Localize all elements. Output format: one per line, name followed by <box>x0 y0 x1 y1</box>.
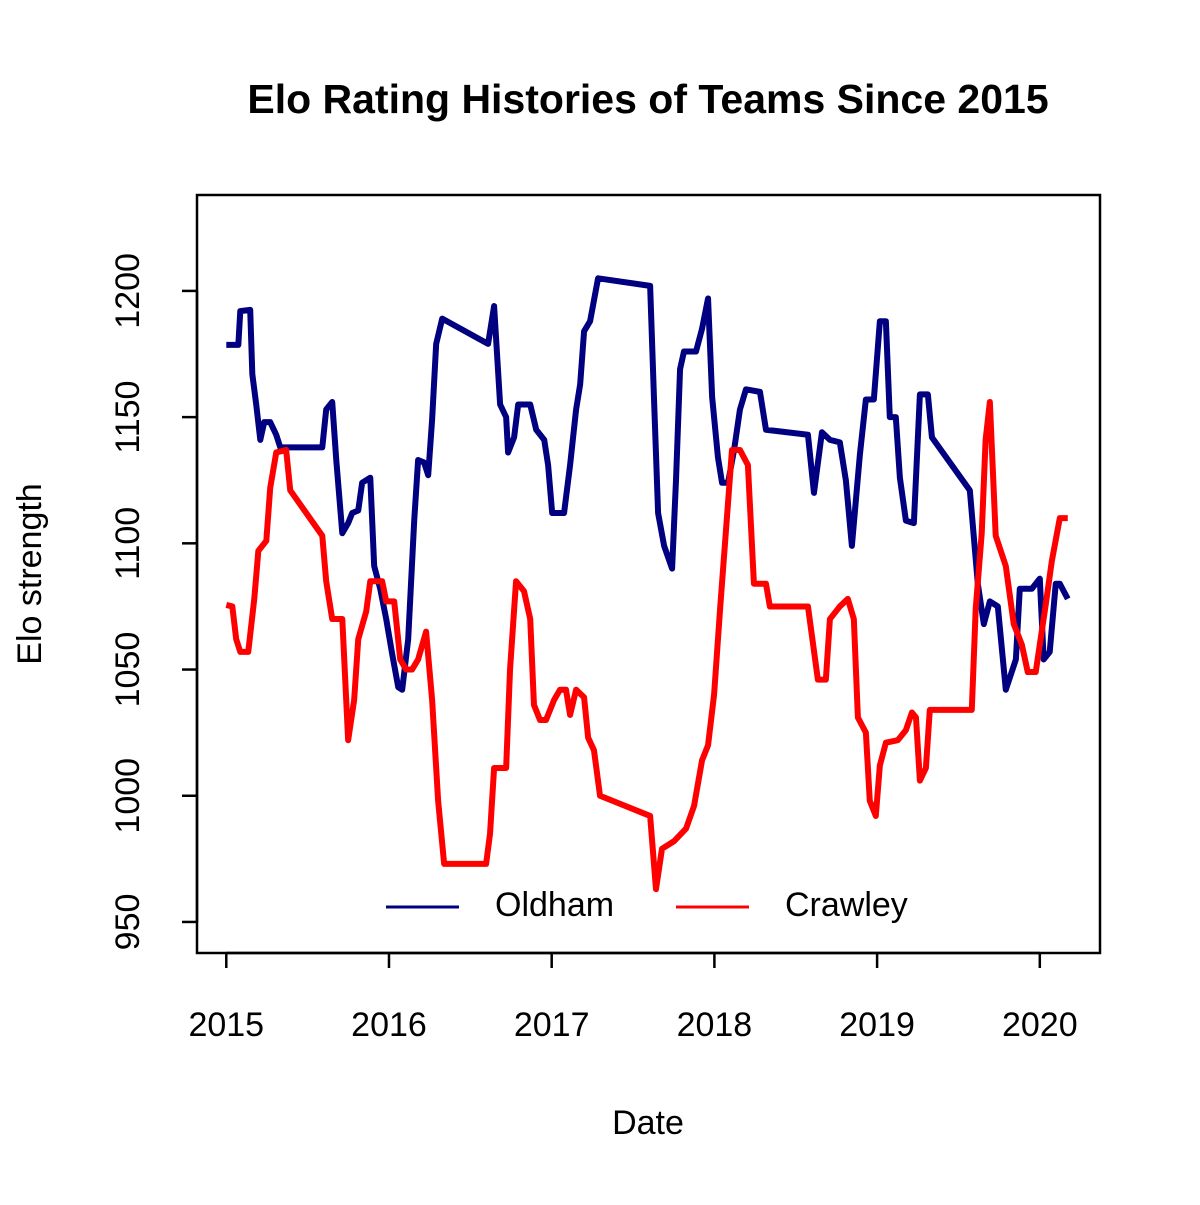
x-tick-label: 2020 <box>1002 1006 1078 1044</box>
x-tick-label: 2019 <box>839 1006 915 1044</box>
legend-label: Crawley <box>785 886 908 924</box>
y-tick-label: 950 <box>109 894 147 951</box>
y-tick-label: 1050 <box>109 632 147 708</box>
chart-title: Elo Rating Histories of Teams Since 2015 <box>247 76 1048 122</box>
series-line <box>225 398 1068 893</box>
x-tick-label: 2016 <box>351 1006 427 1044</box>
y-tick-label: 1000 <box>109 758 147 834</box>
y-axis-label: Elo strength <box>11 483 49 664</box>
x-axis-label: Date <box>612 1104 684 1142</box>
y-tick-label: 1150 <box>109 381 147 454</box>
y-tick-label: 1100 <box>109 507 147 580</box>
x-tick-label: 2018 <box>677 1006 753 1044</box>
x-tick-label: 2017 <box>514 1006 590 1044</box>
legend-label: Oldham <box>495 886 614 924</box>
x-tick-label: 2015 <box>188 1006 264 1044</box>
y-tick-label: 1200 <box>109 253 147 329</box>
series-line <box>226 275 1071 693</box>
